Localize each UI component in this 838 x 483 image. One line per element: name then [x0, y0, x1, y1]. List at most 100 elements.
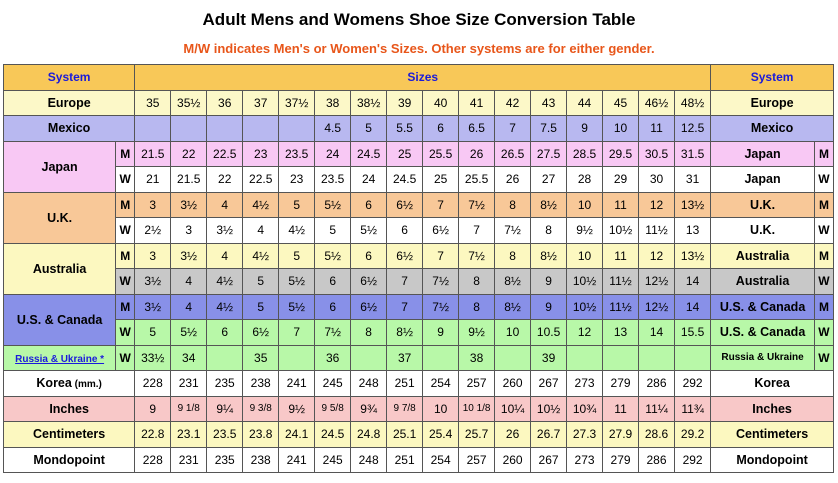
size-cell: 7 [278, 319, 316, 346]
size-cell: 6½ [422, 217, 460, 244]
size-cell: 37 [386, 344, 424, 371]
size-cell: 23 [278, 166, 316, 193]
size-cell: 257 [458, 446, 496, 473]
size-cell: 22.5 [242, 166, 280, 193]
mw-indicator: W [115, 166, 136, 193]
size-cell: 231 [170, 370, 208, 397]
row-label-korea: Korea (mm.) [2, 370, 136, 397]
size-cell: 25.5 [458, 166, 496, 193]
size-cell: 12 [566, 319, 604, 346]
size-cell: 7.5 [530, 115, 568, 142]
size-cell: 9 [566, 115, 604, 142]
size-cell: 4½ [242, 242, 280, 269]
size-cell: 6 [422, 115, 460, 142]
size-cell: 3 [170, 217, 208, 244]
size-cell: 254 [422, 370, 460, 397]
row-label-japan-m: Japan [2, 140, 117, 193]
mw-indicator-right: M [813, 242, 835, 269]
header-system: System [2, 64, 136, 91]
size-cell: 286 [638, 370, 676, 397]
size-cell: 7 [458, 217, 496, 244]
size-cell: 2½ [134, 217, 172, 244]
size-cell: 11½ [602, 268, 640, 295]
size-cell: 4½ [278, 217, 316, 244]
size-cell: 24.5 [350, 140, 388, 167]
size-cell: 260 [494, 370, 532, 397]
size-cell: 31.5 [674, 140, 712, 167]
size-cell: 28.6 [638, 421, 676, 448]
russia-ukraine-link[interactable]: Russia & Ukraine * [15, 353, 105, 365]
size-cell: 25.7 [458, 421, 496, 448]
row-label-ru[interactable]: Russia & Ukraine * [2, 344, 117, 371]
size-cell: 11 [638, 115, 676, 142]
size-cell: 6½ [386, 242, 424, 269]
row-label-right-au-m: Australia [710, 242, 815, 269]
size-cell: 3½ [134, 268, 172, 295]
row-us-m: U.S. & Canada M 3½ 4 4½ 5 5½ 6 6½ 7 7½ 8 8½ 9 10½ 11½ 12… [2, 293, 835, 346]
size-cell: 8 [458, 293, 496, 320]
size-cell: 26 [458, 140, 496, 167]
size-cell: 10.5 [530, 319, 568, 346]
size-cell: 273 [566, 446, 604, 473]
size-cell: 45 [602, 89, 640, 116]
size-cell: 11¼ [638, 395, 676, 422]
row-us-w: W 5 5½ 6 6½ 7 7½ 8 8½ 9 9½ 10 10.5 12 13 14 15.5 U.S. & C… [4, 319, 835, 346]
mw-indicator: M [115, 242, 136, 269]
mw-indicator-right: M [813, 191, 835, 218]
size-cell: 24.1 [278, 421, 316, 448]
size-cell: 14 [674, 268, 712, 295]
row-label-mondo: Mondopoint [2, 446, 136, 473]
size-cell: 7 [494, 115, 532, 142]
size-cell: 27.3 [566, 421, 604, 448]
size-cell: 8 [458, 268, 496, 295]
size-cell [206, 344, 244, 371]
size-cell [674, 344, 712, 371]
size-cell: 13 [602, 319, 640, 346]
size-cell: 5 [134, 319, 172, 346]
size-cell: 30.5 [638, 140, 676, 167]
size-cell: 7 [386, 268, 424, 295]
size-cell: 6½ [386, 191, 424, 218]
size-cell: 7½ [494, 217, 532, 244]
size-cell: 292 [674, 370, 712, 397]
size-cell: 12.5 [674, 115, 712, 142]
size-cell: 228 [134, 370, 172, 397]
row-au-m: Australia M 3 3½ 4 4½ 5 5½ 6 6½ 7 7½ 8 8½ 10 11 12 13½ Aus… [2, 242, 835, 295]
size-cell: 22.8 [134, 421, 172, 448]
size-cell [350, 344, 388, 371]
size-cell: 23.1 [170, 421, 208, 448]
mw-indicator: M [115, 140, 136, 167]
size-cell: 24.8 [350, 421, 388, 448]
size-cell: 251 [386, 446, 424, 473]
size-cell: 8 [494, 191, 532, 218]
size-cell: 5½ [170, 319, 208, 346]
row-uk-w: W 2½ 3 3½ 4 4½ 5 5½ 6 6½ 7 7½ 8 9½ 10½ 11½ 13 U.K. W [4, 217, 835, 244]
size-cell: 26 [494, 421, 532, 448]
size-cell: 7½ [458, 242, 496, 269]
size-cell: 6½ [350, 293, 388, 320]
size-cell: 3½ [134, 293, 172, 320]
size-cell: 5.5 [386, 115, 424, 142]
row-ru: Russia & Ukraine * W 33½ 34 35 36 37 38 39 Russia… [2, 344, 835, 371]
size-cell: 8½ [530, 191, 568, 218]
size-cell: 6 [314, 293, 352, 320]
size-cell [134, 115, 172, 142]
size-cell: 248 [350, 370, 388, 397]
size-cell: 23 [242, 140, 280, 167]
size-cell: 4½ [206, 268, 244, 295]
size-cell: 29.2 [674, 421, 712, 448]
row-label-right-europe: Europe [710, 89, 834, 116]
size-cell: 41 [458, 89, 496, 116]
size-cell: 12 [638, 242, 676, 269]
size-cell: 34 [170, 344, 208, 371]
size-cell: 13 [674, 217, 712, 244]
size-cell [602, 344, 640, 371]
size-cell: 9¼ [206, 395, 244, 422]
size-cell: 10¼ [494, 395, 532, 422]
size-cell: 4 [242, 217, 280, 244]
row-label-text: Korea [36, 376, 72, 391]
size-cell: 273 [566, 370, 604, 397]
size-cell: 36 [314, 344, 352, 371]
size-cell: 279 [602, 370, 640, 397]
size-cell: 27.5 [530, 140, 568, 167]
